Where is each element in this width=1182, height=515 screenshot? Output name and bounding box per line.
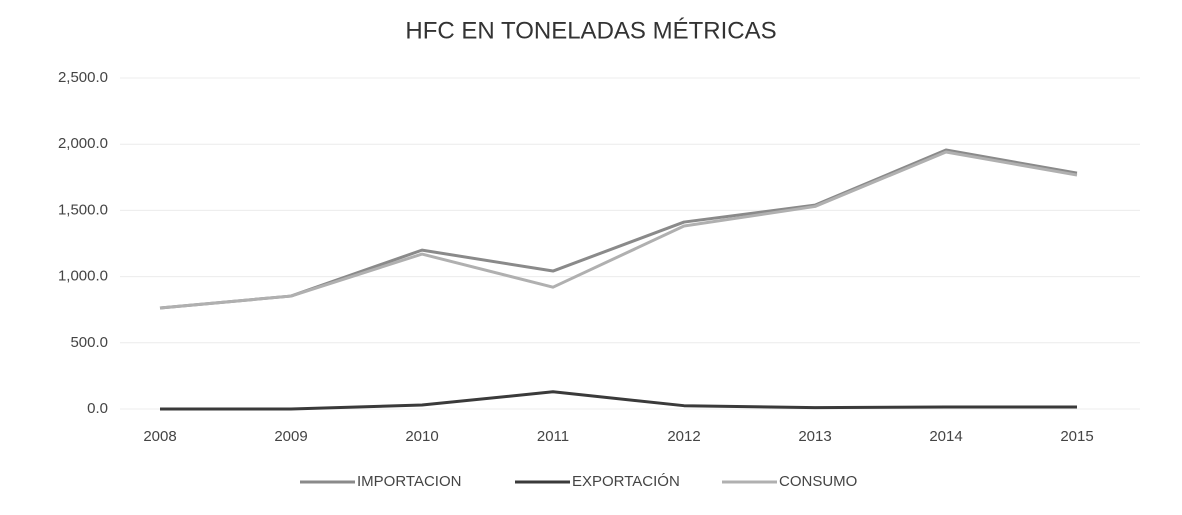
y-tick-label: 1,500.0 [58, 201, 108, 218]
x-tick-label: 2013 [798, 428, 831, 445]
y-tick-label: 2,500.0 [58, 69, 108, 86]
x-tick-label: 2010 [405, 428, 438, 445]
legend-label: IMPORTACION [357, 473, 461, 490]
line-series [160, 390, 1077, 411]
x-tick-label: 2012 [667, 428, 700, 445]
line-series [159, 150, 1078, 310]
x-tick-label: 2014 [929, 428, 962, 445]
y-tick-label: 0.0 [87, 400, 108, 417]
y-tick-label: 2,000.0 [58, 135, 108, 152]
x-tick-label: 2009 [274, 428, 307, 445]
legend-label: CONSUMO [779, 473, 857, 490]
y-tick-label: 1,000.0 [58, 268, 108, 285]
x-tick-label: 2015 [1060, 428, 1093, 445]
legend-label: EXPORTACIÓN [572, 473, 680, 490]
line-series [159, 148, 1078, 310]
chart-title: HFC EN TONELADAS MÉTRICAS [405, 17, 776, 44]
x-tick-label: 2011 [537, 428, 569, 445]
y-tick-label: 500.0 [70, 334, 108, 351]
x-tick-label: 2008 [143, 428, 176, 445]
